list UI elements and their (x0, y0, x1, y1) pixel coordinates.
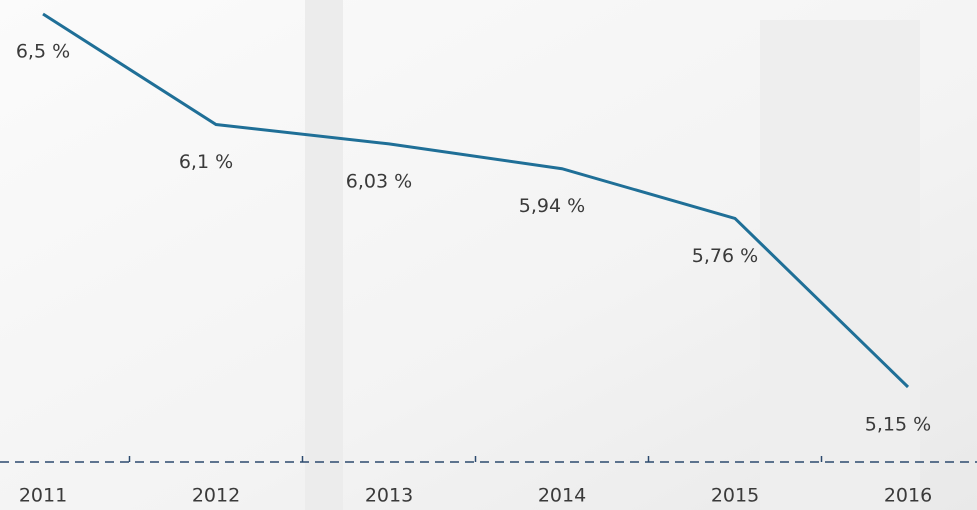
x-tick-label: 2013 (365, 485, 413, 507)
data-label: 6,5 % (16, 41, 70, 63)
x-tick-label: 2014 (538, 485, 586, 507)
data-label: 5,76 % (692, 245, 758, 267)
data-label: 6,1 % (179, 151, 233, 173)
data-label: 6,03 % (346, 170, 412, 192)
data-label: 5,94 % (519, 195, 585, 217)
chart: 2011 2012 2013 2014 2015 2016 6,5 % 6,1 % 6,03 %… (0, 0, 977, 510)
x-tick-label: 2015 (711, 485, 759, 507)
x-tick-label: 2011 (19, 485, 67, 507)
background-pole (305, 0, 343, 510)
x-tick-label: 2016 (884, 485, 932, 507)
data-label: 5,15 % (865, 414, 931, 436)
x-tick-label: 2012 (192, 485, 240, 507)
